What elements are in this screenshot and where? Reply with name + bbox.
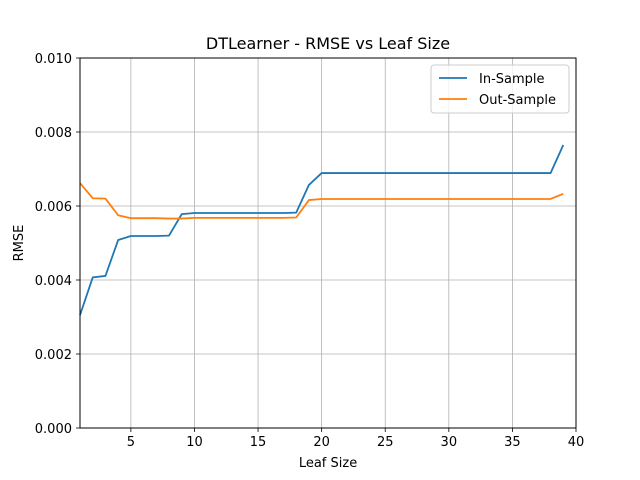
chart-title: DTLearner - RMSE vs Leaf Size [206,34,450,53]
axis-ticks: 5 10 15 20 25 30 35 40 0.000 0.002 0.004 0.006 0.008… [35,52,584,450]
legend-entry: In-Sample [479,72,545,87]
y-tick-label: 0.004 [35,274,72,289]
y-tick-label: 0.008 [35,126,72,141]
plot-frame [79,57,577,429]
x-tick-label: 30 [441,435,458,450]
y-tick-label: 0.000 [35,422,72,437]
y-tick-label: 0.006 [35,200,72,215]
x-tick-label: 40 [568,435,585,450]
series-lines [79,144,565,316]
x-tick-label: 15 [250,435,267,450]
y-tick-label: 0.002 [35,348,72,363]
x-tick-label: 35 [504,435,521,450]
series-line-in-sample [79,144,565,316]
series-line-out-sample [79,182,564,220]
legend-box [430,64,570,114]
x-tick-label: 25 [377,435,394,450]
legend: In-Sample Out-Sample [430,64,570,114]
x-tick-label: 20 [313,435,330,450]
x-axis-label: Leaf Size [299,456,357,471]
x-tick-label: 10 [186,435,203,450]
x-tick-label: 5 [127,435,135,450]
y-tick-label: 0.010 [35,52,72,67]
y-axis-label: RMSE [12,225,27,262]
legend-entry: Out-Sample [479,93,556,108]
